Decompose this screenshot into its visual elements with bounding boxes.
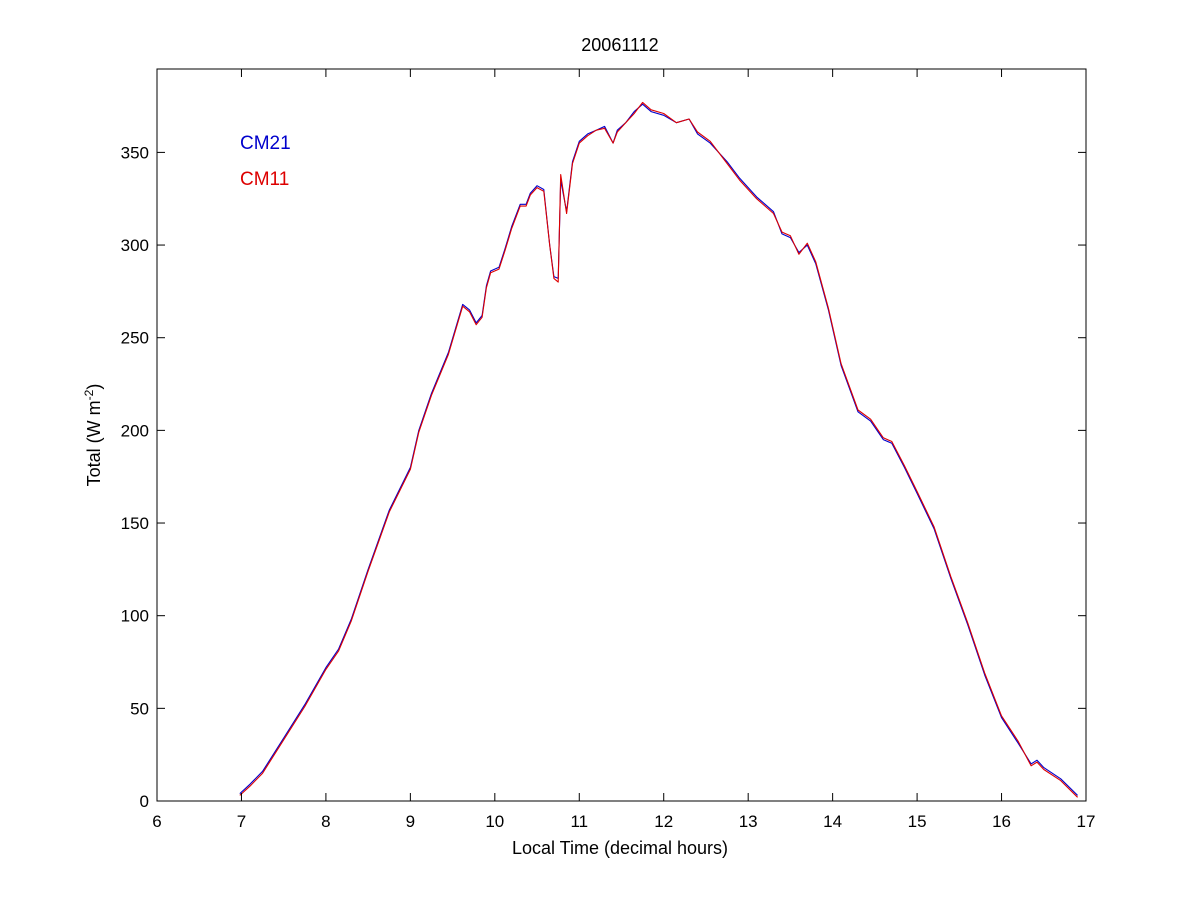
x-tick-label: 9 [406,812,415,831]
legend-entry-cm21: CM21 [240,133,291,154]
x-tick-label: 11 [570,812,588,831]
y-tick-label: 300 [121,236,149,255]
series-layer [239,101,1078,798]
x-tick-label: 12 [654,812,673,831]
legend-entry-cm11: CM11 [240,169,289,190]
x-tick-label: 14 [823,812,842,831]
y-tick-label: 200 [121,421,149,440]
x-tick-label: 16 [992,812,1011,831]
x-tick-label: 15 [908,812,927,831]
x-tick-label: 8 [321,812,330,831]
chart-title: 20061112 [581,35,658,55]
y-axis-label-close: ) [84,384,104,390]
x-tick-label: 10 [485,812,504,831]
y-tick-label: 350 [121,143,149,162]
series-line-cm11 [239,101,1078,798]
x-tick-label: 17 [1077,812,1096,831]
legend: CM21 CM11 [240,133,291,190]
x-axis-ticks: 6 7 8 9 10 11 12 13 14 15 16 17 [152,69,1095,831]
y-axis-ticks: 0 50 100 150 200 250 300 350 [121,143,1086,811]
y-tick-label: 50 [130,699,149,718]
y-axis-label: Total (W m-2) [82,384,104,487]
y-tick-label: 0 [140,792,149,811]
y-axis-label-main: Total (W m [84,400,104,486]
x-tick-label: 7 [237,812,246,831]
y-tick-label: 250 [121,329,149,348]
y-axis-label-superscript: -2 [82,389,96,400]
x-axis-label: Local Time (decimal hours) [512,838,728,858]
x-tick-label: 6 [152,812,161,831]
plot-frame [156,68,1087,802]
y-tick-label: 100 [121,607,149,626]
x-tick-label: 13 [739,812,758,831]
y-tick-label: 150 [121,514,149,533]
